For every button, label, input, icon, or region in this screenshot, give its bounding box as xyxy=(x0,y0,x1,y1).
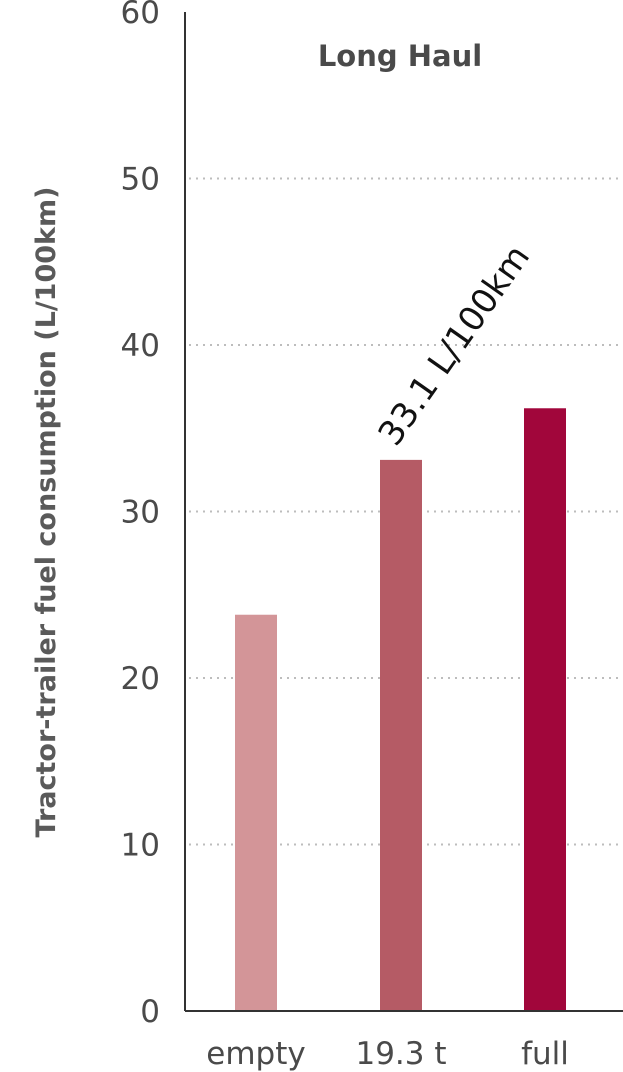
bar-1 xyxy=(380,459,422,1011)
y-tick-label-20: 20 xyxy=(121,661,160,697)
y-tick-label-30: 30 xyxy=(121,495,160,531)
chart-title: Long Haul xyxy=(318,39,482,73)
category-label-2: full xyxy=(521,1036,569,1072)
y-tick-label-0: 0 xyxy=(140,994,160,1030)
y-tick-labels: 0 10 20 30 40 50 60 xyxy=(121,0,160,1030)
bars xyxy=(235,408,566,1011)
y-axis-label: Tractor-trailer fuel consumption (L/100k… xyxy=(31,187,62,838)
category-labels: empty 19.3 t full xyxy=(206,1036,569,1072)
category-label-1: 19.3 t xyxy=(355,1036,446,1072)
y-tick-label-40: 40 xyxy=(121,328,160,364)
bar-0 xyxy=(235,614,277,1011)
bar-2 xyxy=(524,408,566,1011)
y-tick-label-50: 50 xyxy=(121,162,160,198)
category-label-0: empty xyxy=(206,1036,305,1072)
y-tick-label-60: 60 xyxy=(121,0,160,31)
y-tick-label-10: 10 xyxy=(121,828,160,864)
